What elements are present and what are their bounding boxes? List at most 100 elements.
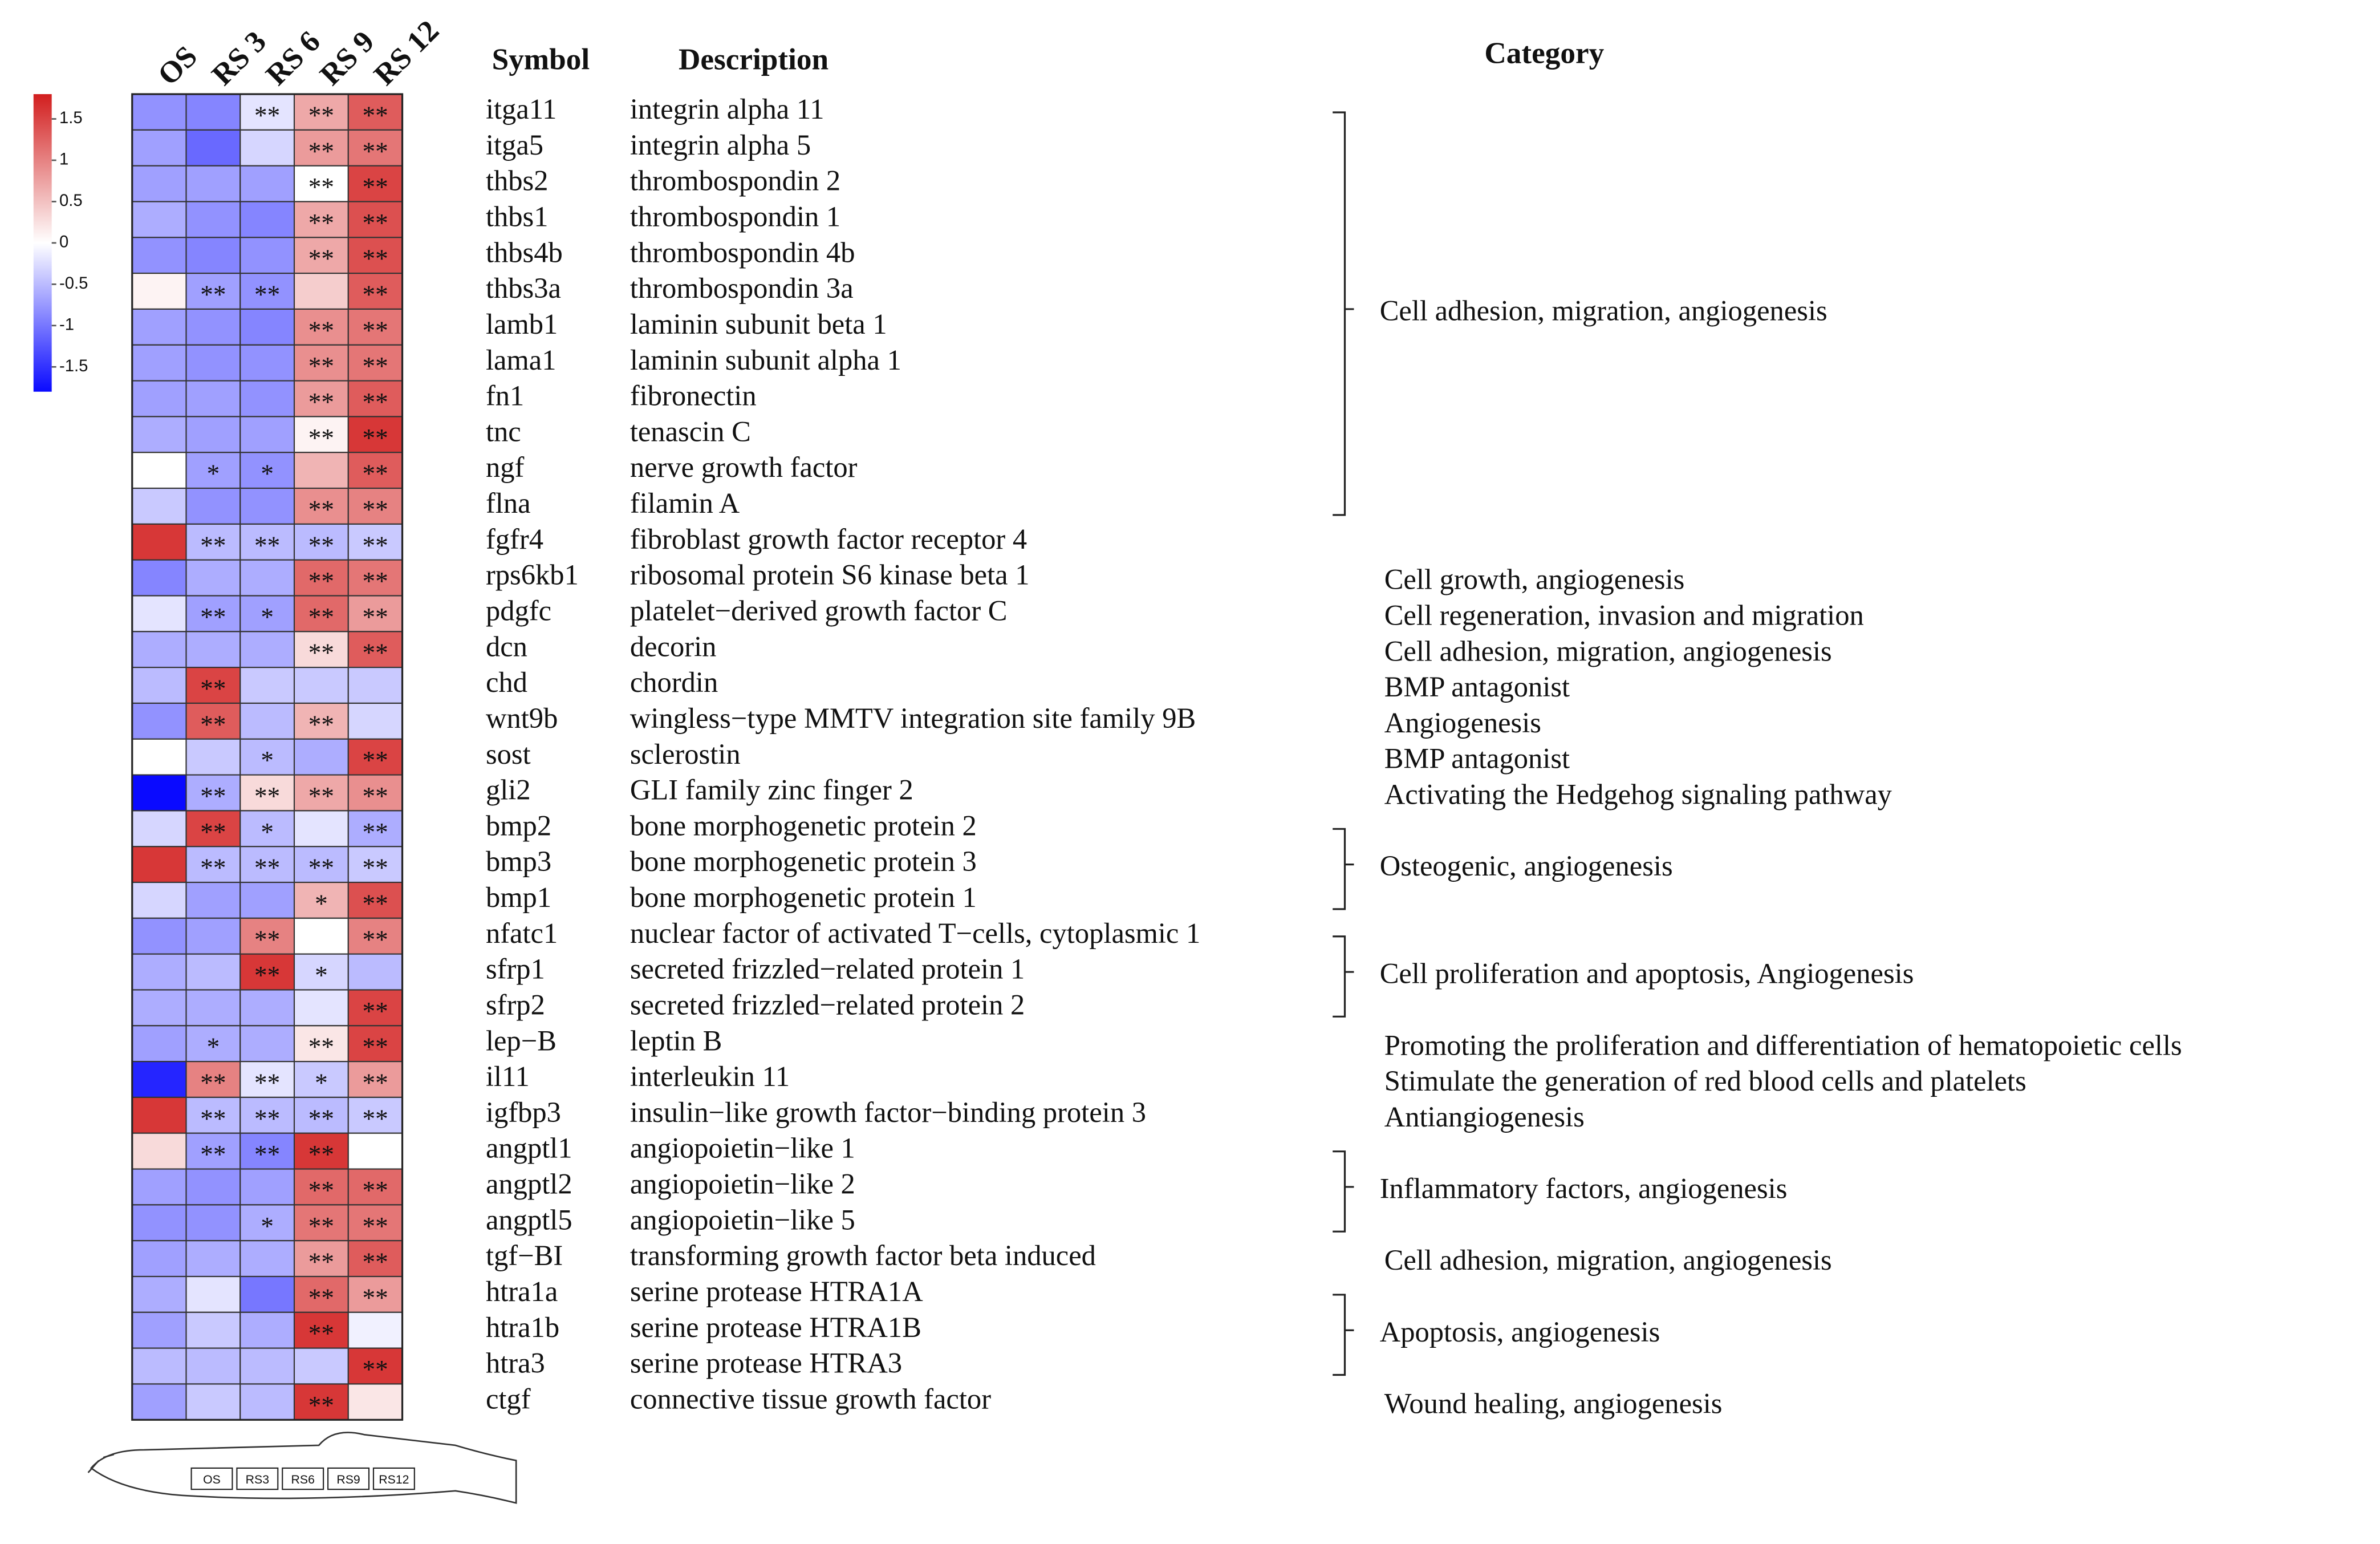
heatmap-cell	[239, 738, 295, 776]
significance: **	[363, 1355, 388, 1384]
significance: **	[308, 388, 334, 416]
heatmap-cell	[131, 1061, 187, 1098]
heatmap-cell	[131, 1025, 187, 1063]
description-header: Description	[679, 42, 828, 76]
heatmap-cell	[347, 1383, 403, 1421]
significance: **	[363, 1033, 388, 1061]
heatmap-cell	[293, 1347, 349, 1385]
gene-description: filamin A	[630, 487, 740, 519]
significance: **	[254, 1140, 280, 1169]
gene-description: bone morphogenetic protein 3	[630, 845, 977, 877]
heatmap-cell	[239, 1383, 295, 1421]
significance: **	[254, 854, 280, 882]
heatmap-cell	[347, 201, 403, 238]
heatmap-cell	[239, 667, 295, 704]
heatmap-cell	[239, 129, 295, 167]
heatmap-cell	[239, 631, 295, 668]
gene-description: secreted frizzled−related protein 1	[630, 953, 1025, 985]
significance: **	[200, 281, 226, 309]
significance: **	[254, 782, 280, 811]
gene-symbol: igfbp3	[486, 1096, 561, 1128]
gene-symbol: sfrp1	[486, 953, 545, 985]
heatmap-cell	[347, 846, 403, 884]
significance: **	[363, 1283, 388, 1312]
heatmap-cell	[347, 774, 403, 812]
category-label: Angiogenesis	[1384, 707, 1541, 739]
significance: **	[308, 424, 334, 452]
heatmap-cell	[347, 1132, 403, 1170]
heatmap-cell	[239, 1347, 295, 1385]
heatmap-cell	[293, 201, 349, 238]
gene-description: angiopoietin−like 2	[630, 1168, 855, 1200]
gene-symbol: sfrp2	[486, 988, 545, 1020]
heatmap-cell	[293, 631, 349, 668]
heatmap-cell	[185, 273, 241, 310]
colorbar-tick-label: 0	[59, 233, 68, 252]
significance: **	[254, 925, 280, 954]
category-label: Antiangiogenesis	[1384, 1101, 1585, 1133]
significance: **	[363, 1176, 388, 1205]
symbol-header: Symbol	[492, 42, 590, 76]
heatmap-cell	[293, 273, 349, 310]
gene-symbol: bmp2	[486, 809, 551, 841]
category-bracket	[1333, 1294, 1354, 1376]
gene-symbol: rps6kb1	[486, 559, 579, 591]
gene-description: decorin	[630, 630, 717, 662]
heatmap-cell	[347, 452, 403, 489]
significance: **	[363, 925, 388, 954]
significance: **	[308, 531, 334, 560]
significance: **	[363, 245, 388, 273]
heatmap-cell	[131, 487, 187, 525]
heatmap-cell	[131, 452, 187, 489]
gene-symbol: itga5	[486, 129, 543, 161]
heatmap-cell	[293, 487, 349, 525]
significance: **	[363, 782, 388, 811]
significance: **	[363, 137, 388, 165]
significance: **	[200, 782, 226, 811]
significance: **	[363, 997, 388, 1026]
significance: **	[308, 710, 334, 739]
significance: **	[308, 1391, 334, 1420]
significance: **	[363, 818, 388, 846]
fish-drawing	[87, 1432, 517, 1504]
heatmap-cell	[185, 631, 241, 668]
significance: **	[363, 1104, 388, 1133]
gene-description: nuclear factor of activated T−cells, cyt…	[630, 917, 1201, 949]
heatmap-cell	[293, 344, 349, 382]
heatmap-cell	[239, 774, 295, 812]
category-label: Cell growth, angiogenesis	[1384, 564, 1685, 595]
gene-description: integrin alpha 5	[630, 129, 811, 161]
heatmap-cell	[347, 953, 403, 991]
heatmap-cell	[347, 273, 403, 310]
significance: **	[363, 1069, 388, 1097]
heatmap-cell	[239, 1275, 295, 1313]
gene-description: leptin B	[630, 1024, 722, 1056]
heatmap-cell	[293, 738, 349, 776]
category-label: Stimulate the generation of red blood ce…	[1384, 1065, 2026, 1097]
gene-symbol: ctgf	[486, 1383, 531, 1415]
colorbar-tick-label: 1	[59, 151, 68, 169]
heatmap-cell	[293, 1204, 349, 1242]
significance: **	[308, 1319, 334, 1348]
significance: **	[363, 460, 388, 488]
gene-symbol: tnc	[486, 415, 521, 447]
heatmap-cell	[239, 416, 295, 453]
heatmap-cell	[185, 1275, 241, 1313]
heatmap-cell	[293, 810, 349, 848]
heatmap-cell	[185, 1311, 241, 1349]
category-label: Cell adhesion, migration, angiogenesis	[1380, 295, 1827, 327]
gene-description: angiopoietin−like 5	[630, 1203, 855, 1235]
significance: **	[363, 1248, 388, 1276]
heatmap-cell	[185, 201, 241, 238]
heatmap-cell	[185, 917, 241, 955]
gene-symbol: thbs4b	[486, 236, 563, 268]
heatmap-cell	[239, 1204, 295, 1242]
category-label: Cell adhesion, migration, angiogenesis	[1384, 635, 1832, 667]
significance: **	[254, 101, 280, 129]
heatmap-cell	[293, 308, 349, 346]
gene-description: laminin subunit beta 1	[630, 308, 887, 340]
heatmap-cell	[347, 1347, 403, 1385]
significance: **	[363, 209, 388, 237]
heatmap-cell	[131, 702, 187, 740]
heatmap-cell	[293, 523, 349, 561]
